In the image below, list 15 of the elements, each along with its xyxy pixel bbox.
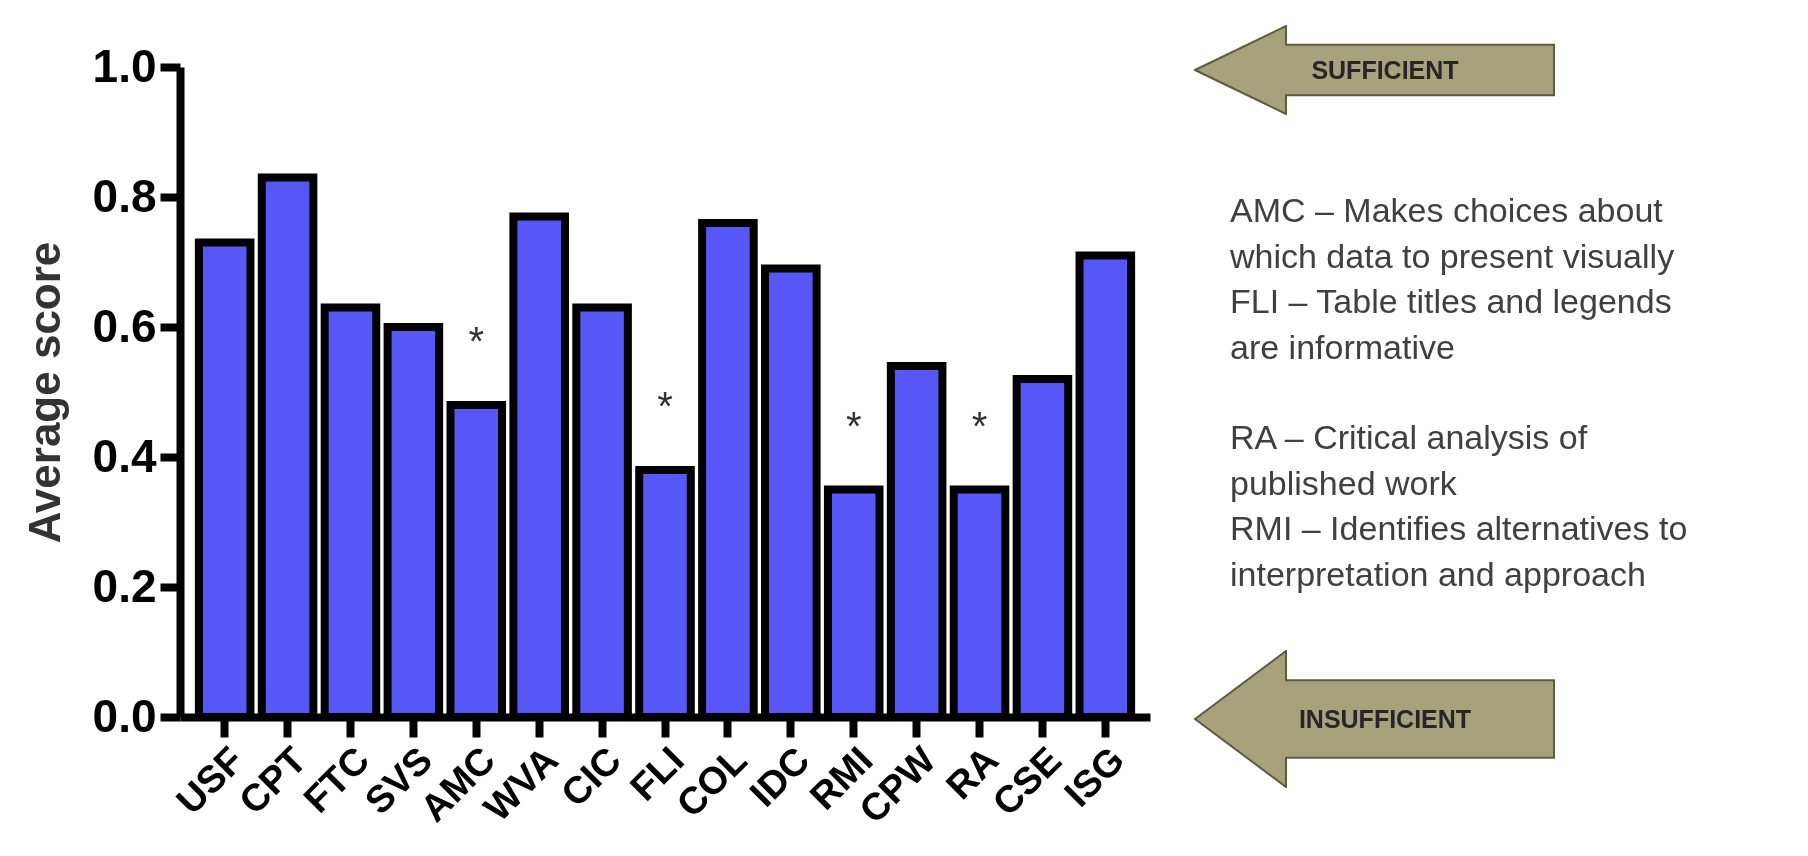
text: RA – Critical analysis of published work [1230, 417, 1589, 504]
data-label: * [468, 319, 485, 363]
y-tick-label: 1.0 [92, 39, 157, 92]
y-tick-label: 0.6 [92, 299, 157, 352]
y-tick-label: 0.0 [92, 689, 157, 742]
text: AMC – Makes choices about which data to present visually [1230, 190, 1676, 277]
data-label: * [971, 403, 988, 448]
y-tick-label: 0.4 [92, 429, 157, 482]
y-axis-title: Average score [19, 241, 69, 544]
y-tick-label: 0.8 [92, 169, 157, 222]
data-label: * [657, 384, 673, 428]
data-label: * [845, 403, 862, 448]
text: RMI – Identifies alternatives to interpretation and approach [1230, 508, 1689, 595]
text: FLI – Table titles and legends are informative [1230, 281, 1673, 368]
y-tick-label: 0.2 [92, 559, 157, 612]
